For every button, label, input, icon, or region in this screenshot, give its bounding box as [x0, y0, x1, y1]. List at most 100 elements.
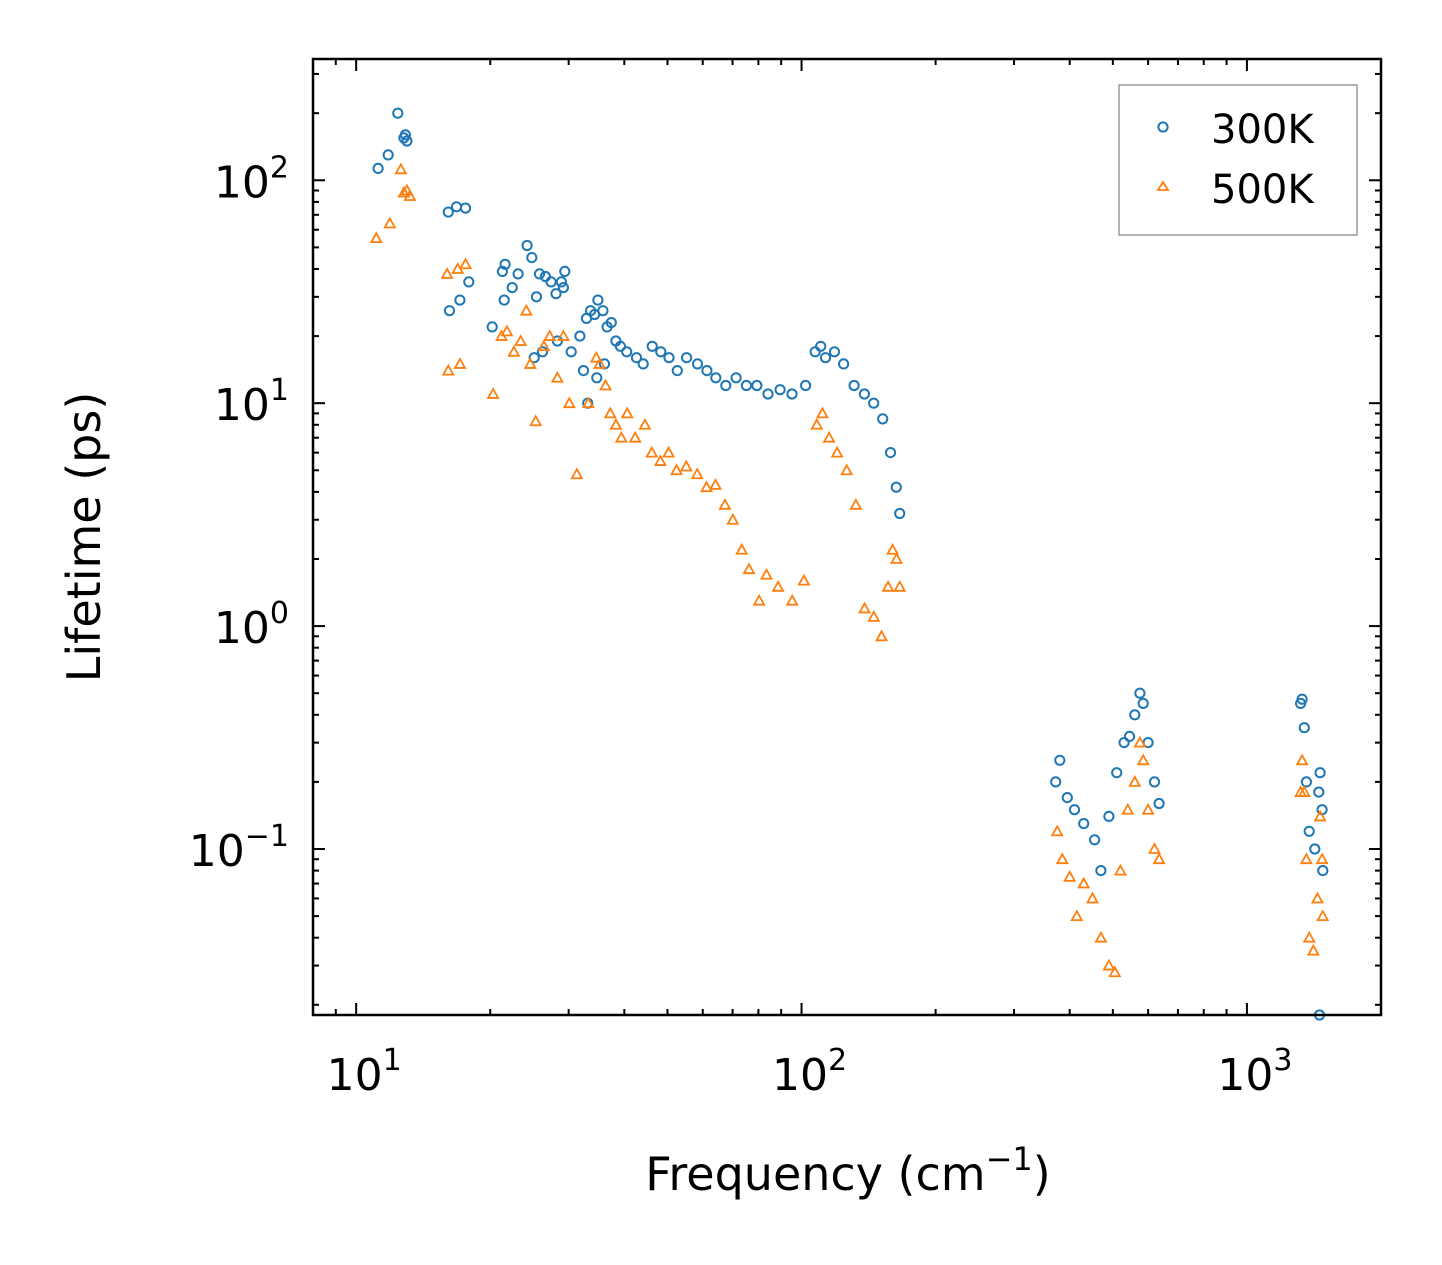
- point-300k: [486, 321, 498, 333]
- point-500k: [1152, 852, 1166, 865]
- series-300k-points: [372, 107, 1329, 1021]
- point-500k: [849, 497, 863, 510]
- x-tick-label-exponent: 2: [828, 1043, 847, 1078]
- x-tick-label-exponent: 3: [1273, 1043, 1292, 1078]
- point-300k: [399, 129, 411, 141]
- point-300k: [894, 507, 906, 520]
- point-300k: [555, 276, 568, 288]
- point-300k: [710, 372, 722, 384]
- point-500k: [529, 414, 543, 427]
- point-300k: [1111, 767, 1123, 779]
- y-tick-label-exponent: 2: [270, 150, 289, 185]
- point-500k: [628, 430, 642, 443]
- point-500k: [638, 417, 652, 430]
- y-tick-label-exponent: 0: [270, 596, 289, 631]
- point-300k: [819, 352, 832, 364]
- y-tick-label-base: 10: [214, 603, 270, 654]
- point-300k: [551, 335, 564, 347]
- point-300k: [1129, 709, 1141, 721]
- point-300k: [740, 379, 753, 392]
- point-500k: [1050, 824, 1064, 837]
- point-500k: [1297, 785, 1311, 797]
- point-500k: [1310, 891, 1324, 904]
- point-300k: [533, 268, 546, 280]
- y-tick-label-base: 10: [214, 157, 270, 208]
- point-500k: [394, 162, 408, 175]
- point-500k: [537, 339, 551, 352]
- point-300k: [574, 330, 586, 342]
- point-500k: [874, 629, 889, 642]
- point-500k: [453, 357, 467, 369]
- point-500k: [1315, 852, 1329, 865]
- point-300k: [605, 317, 617, 329]
- point-300k: [691, 358, 704, 370]
- point-300k: [1089, 834, 1101, 846]
- point-500k: [562, 396, 576, 409]
- point-500k: [840, 463, 854, 476]
- x-tick-label: 102: [772, 1043, 847, 1101]
- point-500k: [718, 497, 732, 510]
- point-500k: [1306, 943, 1320, 956]
- point-300k: [526, 252, 538, 264]
- point-300k: [701, 365, 713, 377]
- point-500k: [609, 417, 623, 430]
- point-500k: [830, 445, 844, 458]
- point-500k: [507, 344, 521, 357]
- point-500k: [690, 467, 704, 480]
- point-300k: [720, 379, 732, 392]
- point-500k: [581, 396, 595, 409]
- point-300k: [858, 388, 871, 400]
- point-500k: [397, 185, 411, 198]
- point-500k: [797, 573, 811, 586]
- point-500k: [1316, 909, 1330, 921]
- point-300k: [630, 352, 643, 364]
- point-500k: [1070, 909, 1084, 921]
- point-300k: [463, 276, 475, 288]
- point-500k: [889, 552, 904, 564]
- point-300k: [512, 268, 524, 280]
- point-300k: [621, 346, 633, 358]
- point-300k: [591, 372, 603, 384]
- point-300k: [565, 346, 577, 358]
- point-300k: [557, 282, 570, 294]
- point-500k: [858, 601, 872, 614]
- point-300k: [646, 340, 658, 352]
- point-300k: [1296, 693, 1308, 705]
- legend-marker-500k: [1156, 180, 1170, 191]
- point-300k: [838, 358, 850, 370]
- point-300k: [890, 481, 902, 493]
- y-tick-label-base: 10: [189, 826, 245, 877]
- point-300k: [443, 305, 456, 317]
- point-300k: [730, 372, 742, 384]
- point-300k: [442, 206, 454, 218]
- point-500k: [867, 610, 881, 622]
- point-300k: [1298, 722, 1310, 734]
- point-300k: [774, 384, 786, 396]
- point-300k: [577, 365, 590, 377]
- x-axis-label: Frequency (cm−1): [645, 1140, 1050, 1201]
- y-tick-label: 100: [214, 596, 289, 654]
- point-500k: [1077, 876, 1091, 889]
- point-500k: [1128, 775, 1142, 787]
- point-500k: [662, 445, 676, 458]
- point-300k: [499, 258, 511, 270]
- point-500k: [1133, 735, 1147, 748]
- point-500k: [383, 216, 397, 229]
- point-300k: [521, 239, 533, 252]
- point-500k: [1085, 891, 1100, 904]
- point-500k: [653, 454, 667, 466]
- x-axis-label-tail: ): [1033, 1147, 1051, 1201]
- point-300k: [815, 340, 827, 352]
- x-tick-label-base: 10: [772, 1050, 828, 1101]
- point-500k: [1302, 930, 1316, 943]
- point-300k: [614, 340, 627, 352]
- point-500k: [1121, 802, 1135, 815]
- point-300k: [1095, 865, 1107, 877]
- point-300k: [597, 305, 609, 317]
- point-500k: [1113, 863, 1127, 876]
- point-300k: [884, 447, 897, 459]
- point-300k: [1153, 797, 1165, 810]
- point-300k: [751, 379, 763, 392]
- point-500k: [570, 467, 584, 480]
- y-tick-label: 102: [214, 150, 289, 208]
